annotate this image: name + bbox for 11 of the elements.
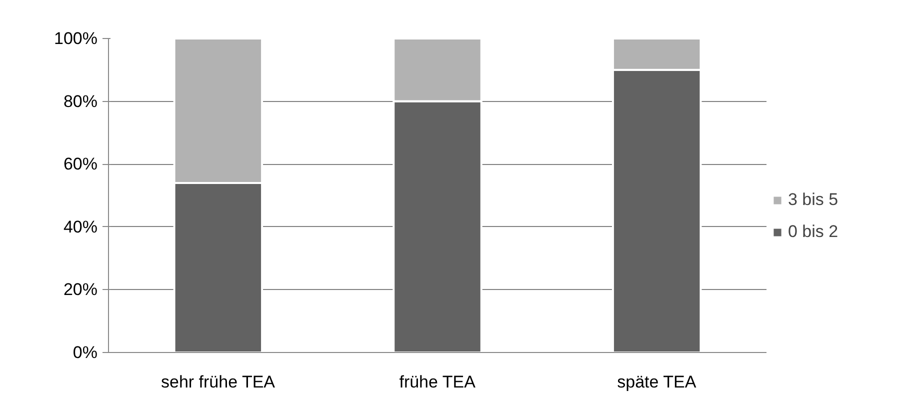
y-tick-label: 60% — [63, 154, 98, 174]
y-tick-label: 80% — [63, 92, 98, 111]
legend-label: 3 bis 5 — [788, 190, 838, 210]
legend-label: 0 bis 2 — [788, 222, 838, 242]
x-tick-label: späte TEA — [617, 372, 697, 392]
y-tick-label: 100% — [54, 29, 98, 48]
y-tick-label: 40% — [63, 217, 98, 236]
y-tick-label: 20% — [63, 280, 98, 300]
y-tick-label: 0% — [72, 343, 98, 362]
x-tick-label: frühe TEA — [399, 372, 476, 392]
x-tick-label: sehr frühe TEA — [161, 372, 276, 392]
